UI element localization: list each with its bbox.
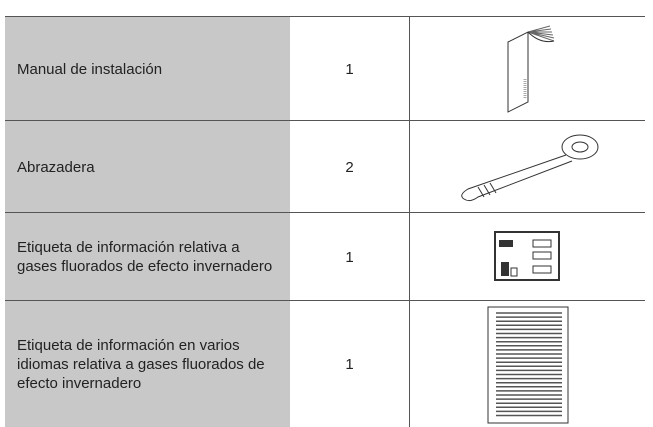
table-row: Etiqueta de información relativa a gases… [5,212,645,301]
clamp-icon [460,134,598,202]
table-row: Etiqueta de información en varios idioma… [5,300,645,427]
label-icon [493,231,560,281]
item-image [410,121,645,213]
manual-icon [507,25,554,113]
table-row: Manual de instalación 1 [5,16,645,121]
item-quantity: 1 [290,213,410,301]
table-row: Abrazadera 2 [5,120,645,213]
multilang-label-icon [487,306,568,423]
item-name: Etiqueta de información en varios idioma… [5,301,290,427]
item-image [410,17,645,121]
item-quantity: 1 [290,17,410,121]
item-quantity: 2 [290,121,410,213]
item-name: Abrazadera [5,121,290,213]
item-quantity: 1 [290,301,410,427]
item-image [410,213,645,301]
item-name: Manual de instalación [5,17,290,121]
item-name: Etiqueta de información relativa a gases… [5,213,290,301]
item-image [410,301,645,427]
